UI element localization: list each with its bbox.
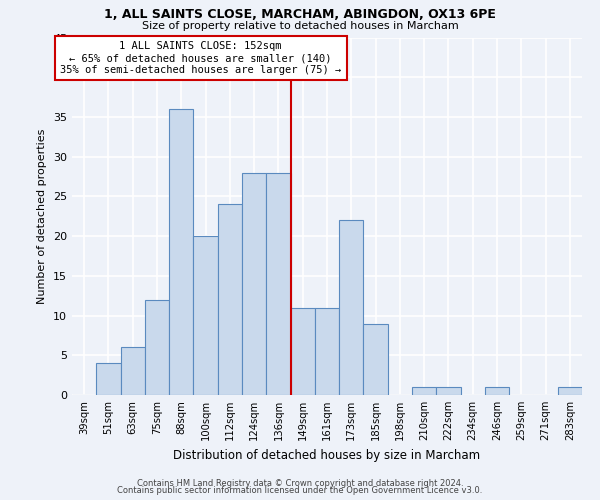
Text: 1, ALL SAINTS CLOSE, MARCHAM, ABINGDON, OX13 6PE: 1, ALL SAINTS CLOSE, MARCHAM, ABINGDON, … <box>104 8 496 20</box>
X-axis label: Distribution of detached houses by size in Marcham: Distribution of detached houses by size … <box>173 448 481 462</box>
Bar <box>96 363 121 395</box>
Text: Contains HM Land Registry data © Crown copyright and database right 2024.: Contains HM Land Registry data © Crown c… <box>137 478 463 488</box>
Bar <box>145 300 169 395</box>
Bar <box>412 387 436 395</box>
Bar <box>242 172 266 395</box>
Bar <box>290 308 315 395</box>
Bar <box>339 220 364 395</box>
Y-axis label: Number of detached properties: Number of detached properties <box>37 128 47 304</box>
Bar <box>218 204 242 395</box>
Bar <box>121 348 145 395</box>
Bar <box>436 387 461 395</box>
Text: Size of property relative to detached houses in Marcham: Size of property relative to detached ho… <box>142 21 458 31</box>
Bar <box>364 324 388 395</box>
Bar <box>485 387 509 395</box>
Text: 1 ALL SAINTS CLOSE: 152sqm
← 65% of detached houses are smaller (140)
35% of sem: 1 ALL SAINTS CLOSE: 152sqm ← 65% of deta… <box>60 42 341 74</box>
Bar <box>266 172 290 395</box>
Bar <box>193 236 218 395</box>
Text: Contains public sector information licensed under the Open Government Licence v3: Contains public sector information licen… <box>118 486 482 495</box>
Bar <box>558 387 582 395</box>
Bar <box>169 109 193 395</box>
Bar <box>315 308 339 395</box>
